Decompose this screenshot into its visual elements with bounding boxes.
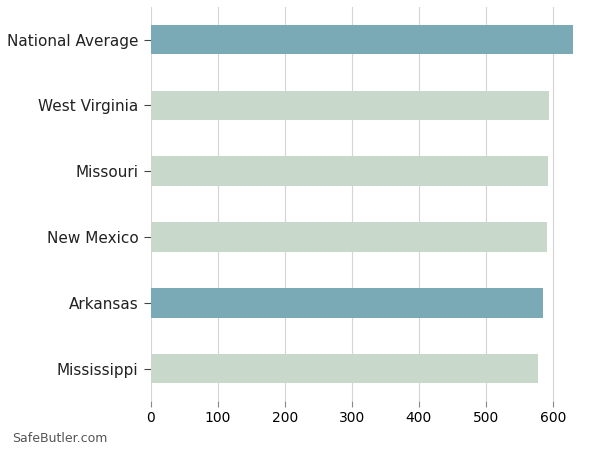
Bar <box>151 157 548 186</box>
Bar <box>151 354 538 383</box>
Bar <box>151 288 543 318</box>
Text: SafeButler.com: SafeButler.com <box>12 432 107 446</box>
Bar <box>151 25 573 54</box>
Bar <box>151 90 549 120</box>
Bar <box>151 222 547 252</box>
